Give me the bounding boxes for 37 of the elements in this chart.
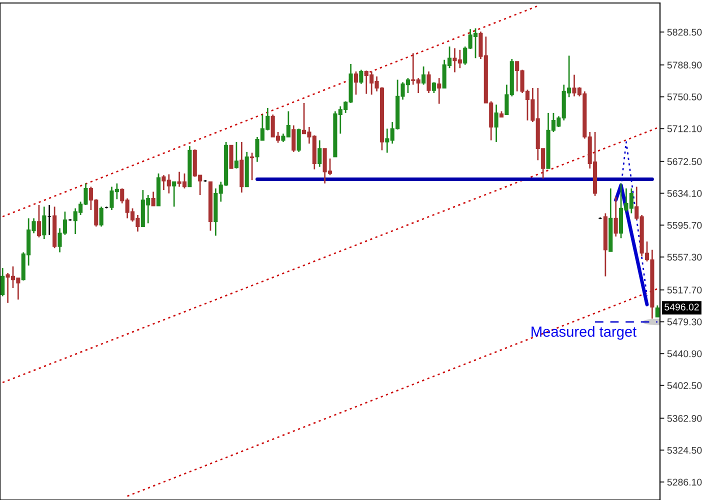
candlestick [151,191,156,207]
y-tick-label: 5595.70 [667,222,702,229]
y-tick-label: 5828.50 [667,28,702,36]
candlestick [422,66,426,86]
candlestick [42,206,46,240]
text: 5496.02 [664,304,699,310]
candlestick [36,204,42,238]
candlestick [296,128,301,153]
y-tick-label: 5634.10 [667,190,702,197]
candlestick [292,124,296,153]
y-tick-label: 5362.90 [667,415,702,422]
candlestick [354,70,358,96]
y-tick-label: 5517.70 [667,286,702,294]
y-tick-label: 5440.90 [667,350,702,358]
y-tick-label: 5672.50 [667,158,702,166]
candlestick [234,141,238,170]
y-tick-label: 5286.10 [667,478,702,486]
candlestick [250,152,254,181]
candlestick [432,82,436,94]
candlestick [614,196,618,238]
candlestick [99,206,104,228]
y-tick-label: 5479.30 [667,318,702,326]
candlestick [655,304,660,318]
candlestick [172,181,176,208]
candlestick [229,144,234,169]
y-tick-label: 5402.50 [667,382,702,390]
candlestick [0,267,5,297]
y-tick-label: 5788.90 [667,62,702,69]
candlestick [359,69,364,85]
candlestick [437,77,442,104]
y-tick-label: 5750.50 [667,93,702,100]
candlestick [426,70,431,94]
candlestick [494,104,498,143]
y-tick-label: 5557.30 [667,254,702,261]
y-tick-label: 5324.50 [667,446,702,454]
y-tick-label: 5712.10 [667,125,702,132]
candlestick [318,140,322,168]
